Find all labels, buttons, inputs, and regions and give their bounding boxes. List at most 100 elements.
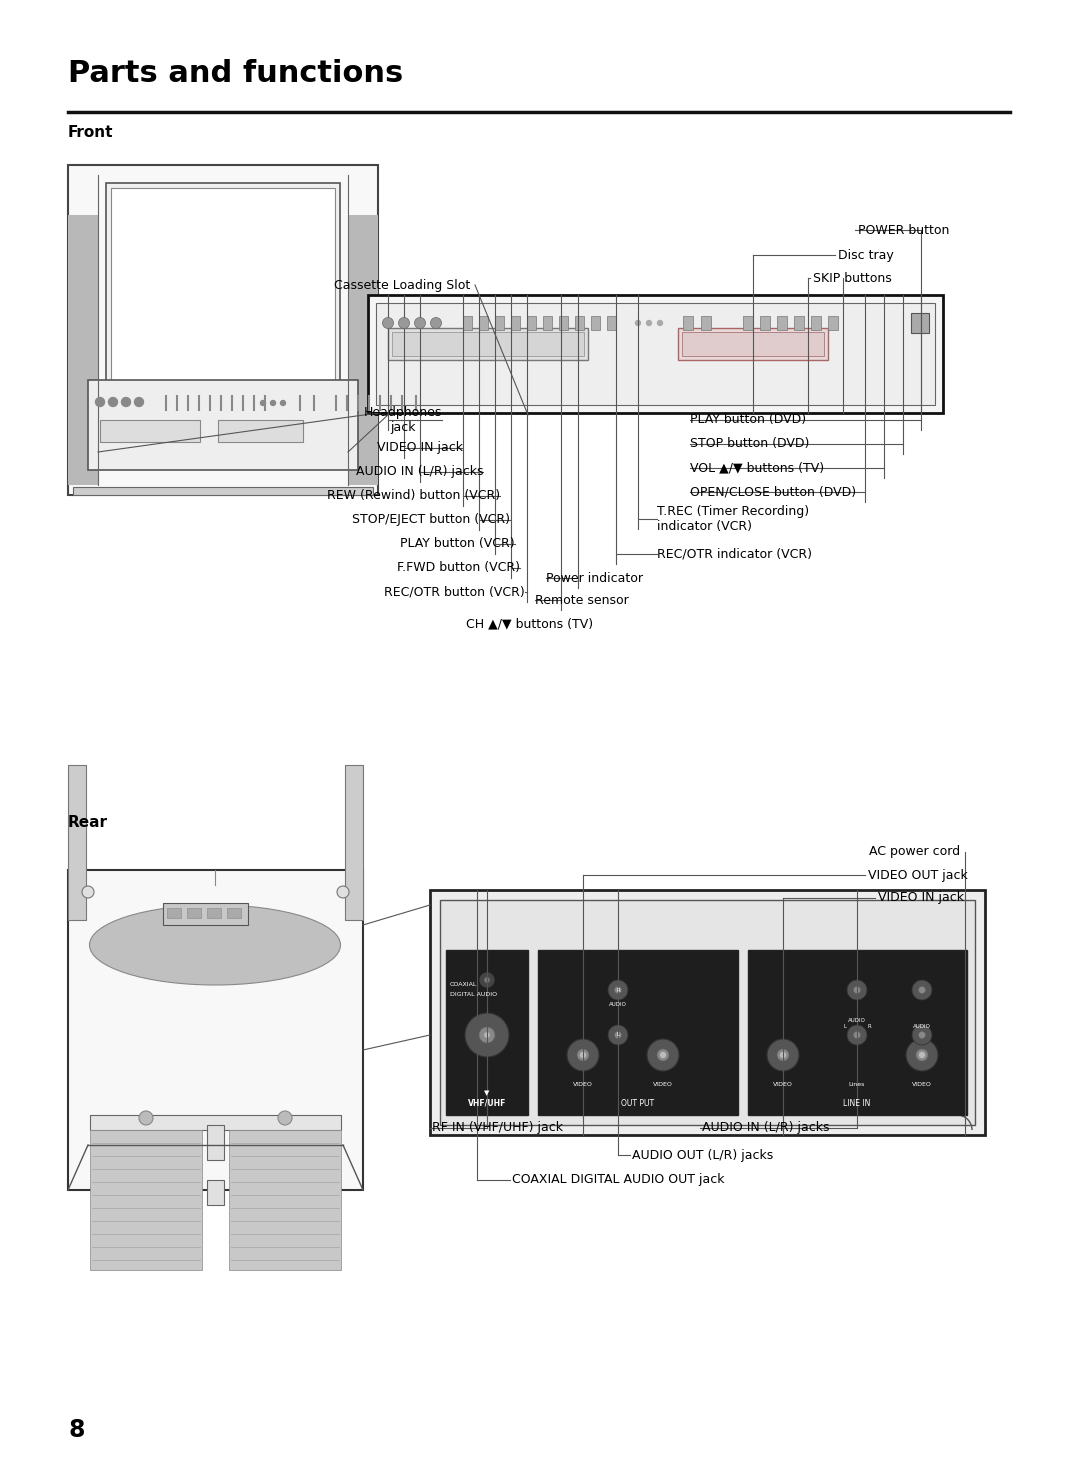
Circle shape [767,1039,799,1072]
Text: COAXIAL: COAXIAL [450,983,477,987]
Text: DIGITAL AUDIO: DIGITAL AUDIO [450,992,497,998]
Bar [912,313,929,334]
Bar [87,379,357,469]
Circle shape [260,400,266,406]
Text: VIDEO OUT jack: VIDEO OUT jack [868,868,968,881]
Circle shape [906,1039,939,1072]
Text: R: R [616,987,620,992]
Bar [446,951,528,1114]
Bar [701,316,711,331]
Bar [368,295,943,413]
Circle shape [121,397,131,406]
Circle shape [135,397,144,406]
Bar [511,316,519,331]
Circle shape [382,317,393,329]
Text: VOL ▲/▼ buttons (TV): VOL ▲/▼ buttons (TV) [690,462,824,474]
Circle shape [108,397,118,406]
Bar [388,328,588,360]
Circle shape [912,1024,932,1045]
Bar [777,316,787,331]
Circle shape [480,973,495,987]
Bar [559,316,568,331]
Bar [68,215,98,486]
Circle shape [615,986,621,993]
Bar [163,903,248,925]
Text: PLAY button (VCR): PLAY button (VCR) [401,537,515,551]
Circle shape [919,1052,924,1057]
Bar [187,908,201,918]
Circle shape [431,317,442,329]
Text: T.REC (Timer Recording)
indicator (VCR): T.REC (Timer Recording) indicator (VCR) [657,505,809,533]
Text: ▼: ▼ [484,1089,489,1097]
Bar [607,316,616,331]
Text: Cassette Loading Slot: Cassette Loading Slot [334,279,470,291]
Bar [227,908,241,918]
Text: VHF/UHF: VHF/UHF [468,1098,507,1107]
Circle shape [847,980,867,1001]
Text: VIDEO IN jack: VIDEO IN jack [878,892,964,905]
Text: Power indicator: Power indicator [546,571,643,584]
Bar [543,316,552,331]
Circle shape [581,1052,585,1057]
Bar [218,421,303,441]
Circle shape [608,1024,627,1045]
Bar [794,316,804,331]
Circle shape [918,986,926,993]
Text: F.FWD button (VCR): F.FWD button (VCR) [397,561,519,574]
Text: AUDIO IN (L/R) jacks: AUDIO IN (L/R) jacks [355,465,483,478]
Text: STOP/EJECT button (VCR): STOP/EJECT button (VCR) [352,514,510,527]
Text: COAXIAL DIGITAL AUDIO OUT jack: COAXIAL DIGITAL AUDIO OUT jack [512,1173,725,1187]
Text: VIDEO: VIDEO [653,1082,673,1088]
Circle shape [615,1032,621,1039]
Bar [73,487,373,494]
Bar [760,316,770,331]
Bar [591,316,600,331]
Text: POWER button: POWER button [858,223,949,236]
Circle shape [139,1111,153,1125]
Text: 8: 8 [68,1418,84,1442]
Text: Headphones
jack: Headphones jack [364,406,442,434]
Bar [538,951,738,1114]
Text: VIDEO: VIDEO [773,1082,793,1088]
Bar [748,951,967,1114]
Text: Lines: Lines [849,1082,865,1088]
Bar [207,908,221,918]
Circle shape [278,1111,292,1125]
Text: Rear: Rear [68,815,108,830]
Text: REC/OTR button (VCR): REC/OTR button (VCR) [384,586,525,598]
Circle shape [484,977,490,983]
Bar [376,303,935,404]
Bar [681,332,824,356]
Text: AC power cord: AC power cord [869,846,960,859]
Text: STOP button (DVD): STOP button (DVD) [690,437,809,450]
Text: REC/OTR indicator (VCR): REC/OTR indicator (VCR) [657,548,812,561]
Circle shape [657,1049,669,1061]
Text: RF IN (VHF/UHF) jack: RF IN (VHF/UHF) jack [432,1122,563,1135]
Circle shape [337,886,349,897]
Circle shape [281,400,285,406]
Circle shape [658,320,662,326]
Circle shape [567,1039,599,1072]
Bar [207,1125,224,1160]
Circle shape [853,986,861,993]
Bar [345,765,363,920]
Text: VIDEO: VIDEO [913,1082,932,1088]
Bar [90,1131,202,1269]
Circle shape [95,397,105,406]
Bar [348,215,378,486]
Bar [683,316,693,331]
Bar [527,316,536,331]
Bar [68,765,86,920]
Circle shape [661,1052,665,1057]
Circle shape [270,400,275,406]
Text: PLAY button (DVD): PLAY button (DVD) [690,413,806,427]
Bar [828,316,838,331]
Circle shape [647,320,651,326]
Text: LINE IN: LINE IN [843,1098,870,1107]
Bar [207,1179,224,1204]
Circle shape [82,886,94,897]
Bar [68,869,363,1190]
Text: Parts and functions: Parts and functions [68,59,403,89]
Circle shape [465,1013,509,1057]
Text: VIDEO IN jack: VIDEO IN jack [377,441,463,455]
